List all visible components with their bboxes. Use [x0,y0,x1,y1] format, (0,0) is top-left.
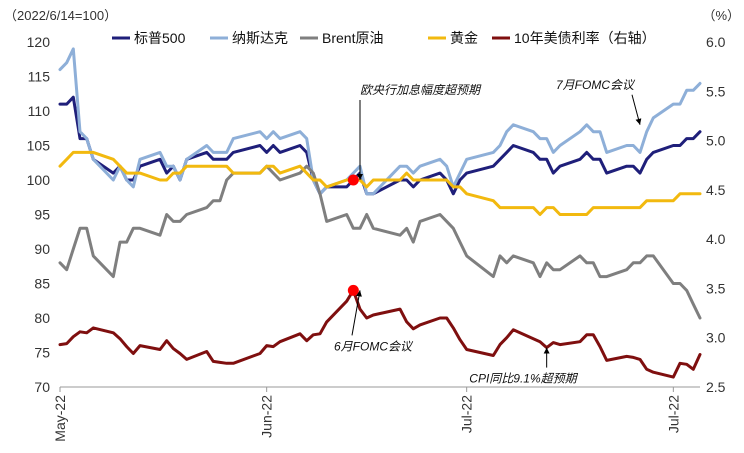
y-left-tick-label: 100 [27,172,51,188]
legend-label: 标普500 [134,30,186,46]
legend: 标普500 纳斯达克 Brent原油 黄金 10年美债利率（右轴） [112,30,656,46]
y-right-tick-label: 6.0 [706,34,726,50]
y-right-tick-label: 5.0 [706,133,726,149]
series-lines [58,47,702,379]
legend-label: 黄金 [450,30,478,46]
x-tick-label: Jul-22 [459,395,475,433]
y-left-tick-label: 70 [34,379,50,395]
legend-label: Brent原油 [322,30,383,46]
series-line-2 [58,164,702,320]
x-tick-label: Jul-22 [665,395,681,433]
annotation-label: 7月FOMC会议 [556,78,636,92]
y-left-tick-label: 105 [27,138,51,154]
y-left-tick-label: 90 [34,241,50,257]
x-tick-label: May-22 [52,395,68,442]
y-right-tick-label: 4.0 [706,231,726,247]
annotation-arrow [631,94,642,125]
y-left-axis: 70 75 80 85 90 95 100 105 110 115 120 [27,34,51,395]
legend-label: 纳斯达克 [232,30,288,46]
series-line-3 [58,150,702,216]
y-left-tick-label: 85 [34,276,50,292]
y-left-tick-label: 95 [34,207,50,223]
y-right-axis: 2.5 3.0 3.5 4.0 4.5 5.0 5.5 6.0 [706,34,726,395]
legend-label: 10年美债利率（右轴） [514,30,656,46]
right-axis-note: （%） [702,8,740,23]
markers [347,174,359,296]
y-left-tick-label: 115 [28,69,51,85]
annotation-arrow [351,290,362,336]
left-axis-note: （2022/6/14=100） [4,8,117,23]
annotation-label: 6月FOMC会议 [334,339,414,353]
annotations: 欧央行加息幅度超预期 7月FOMC会议 6月FOMC会议 CPI同比9.1%超预期 [334,78,642,386]
x-tick-label: Jun-22 [259,395,275,438]
y-left-tick-label: 75 [34,345,50,361]
event-marker [347,174,359,186]
y-right-tick-label: 5.5 [706,83,726,99]
x-axis: May-22 Jun-22 Jul-22 Jul-22 [52,387,681,442]
y-right-tick-label: 3.0 [706,330,726,346]
annotation-label: CPI同比9.1%超预期 [469,372,578,386]
annotation-label: 欧央行加息幅度超预期 [360,83,482,97]
y-right-tick-label: 2.5 [706,379,726,395]
y-right-tick-label: 4.5 [706,182,726,198]
series-line-1 [58,47,702,196]
y-left-tick-label: 110 [28,103,51,119]
y-left-tick-label: 80 [34,310,50,326]
series-line-4 [58,288,702,379]
event-marker [347,284,359,296]
y-right-tick-label: 3.5 [706,280,726,296]
y-left-tick-label: 120 [27,34,51,50]
